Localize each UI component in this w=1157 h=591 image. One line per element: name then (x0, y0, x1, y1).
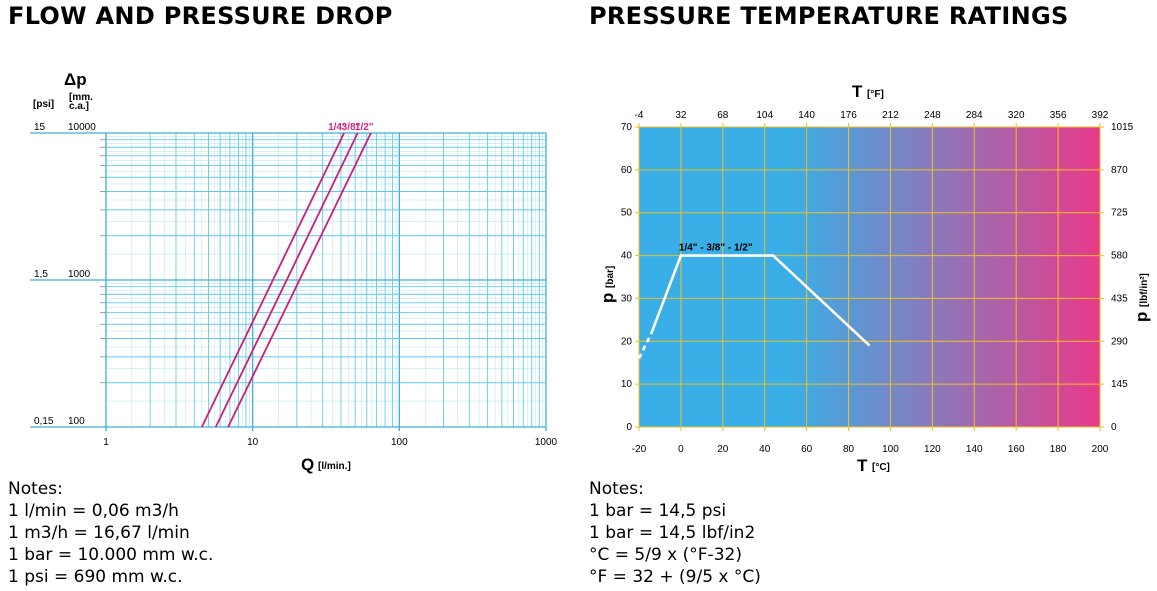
pt-series-line: 1/4" - 3/8" - 1/2" (637, 243, 871, 359)
pt-x-tick-label: 60 (801, 444, 813, 455)
flow-xlabel: Q (301, 455, 314, 474)
pt-series-line (650, 254, 871, 347)
flow-y-tick-psi-label: 1,5 (34, 269, 48, 280)
pt-x-tick-label: 100 (882, 444, 899, 455)
pt-x-tick-label: 80 (843, 444, 855, 455)
pt-grid (635, 123, 1104, 431)
pt-y-tick-label: 70 (621, 122, 633, 133)
flow-y-tick-mm-label: 10000 (68, 122, 96, 133)
pt-y2-tick-label: 580 (1111, 251, 1128, 262)
pressure-temperature-chart: 1/4" - 3/8" - 1/2" -20 0 20 40 60 80 100 120 140… (598, 82, 1151, 475)
pt-x-tick-label: 180 (1050, 444, 1067, 455)
flow-y-tick-psi-label: 0,15 (34, 416, 54, 427)
pt-y2-tick-label: 1015 (1111, 122, 1134, 133)
pt-tick-labels: -20 0 20 40 60 80 100 120 140 160 180 200-4 32 68 104 1… (621, 110, 1134, 455)
pt-x2-tick-label: 320 (1008, 110, 1025, 121)
pt-x-tick-label: 200 (1092, 444, 1109, 455)
pt-chart-title: PRESSURE TEMPERATURE RATINGS (589, 2, 1069, 30)
pt-x2-tick-label: 140 (798, 110, 815, 121)
pt-xlabel: T (857, 456, 868, 475)
flow-note: 1 l/min = 0,06 m3/h (8, 501, 179, 521)
flow-x-tick-label: 1000 (535, 437, 558, 448)
pt-x2-tick-label: -4 (635, 110, 644, 121)
flow-y-tick-mm-label: 100 (68, 416, 85, 427)
pt-x2-tick-label: 176 (840, 110, 857, 121)
pt-y-tick-label: 10 (621, 379, 633, 390)
flow-ylabel-mm-unit-2: c.a.] (69, 101, 89, 112)
flow-chart-title: FLOW AND PRESSURE DROP (8, 2, 393, 30)
flow-series-line-1 (214, 132, 359, 428)
pt-note: °C = 5/9 x (°F-32) (589, 545, 742, 565)
flow-ylabel-mm-unit-1: [mm. (69, 92, 93, 103)
pt-notes: Notes: 1 bar = 14,5 psi 1 bar = 14,5 lbf… (589, 478, 761, 588)
flow-x-tick-label: 100 (391, 437, 408, 448)
flow-xlabel-unit: [l/min.] (318, 461, 351, 472)
pt-x2-tick-label: 248 (924, 110, 941, 121)
pt-gradient-background (639, 127, 1100, 427)
pt-x2label: T (852, 82, 863, 101)
flow-ylabel-psi-unit: [psi] (33, 99, 54, 110)
pt-x2-tick-label: 104 (756, 110, 773, 121)
pt-x2label-unit: [°F] (867, 89, 884, 100)
pt-y2-tick-label: 290 (1111, 336, 1128, 347)
pt-x-tick-label: 160 (1008, 444, 1025, 455)
flow-y-tick-mm-label: 1000 (68, 269, 91, 280)
pt-x-tick-label: 140 (966, 444, 983, 455)
pt-note: 1 bar = 14,5 psi (589, 501, 727, 521)
pt-y2-tick-label: 0 (1111, 422, 1117, 433)
pt-x-tick-label: 120 (924, 444, 941, 455)
flow-series-line-2 (227, 132, 372, 428)
pt-note: °F = 32 + (9/5 x °C) (589, 567, 761, 587)
pt-y-tick-label: 40 (621, 251, 633, 262)
flow-note: 1 bar = 10.000 mm w.c. (8, 545, 214, 565)
pt-y-tick-label: 0 (626, 422, 632, 433)
pt-y-tick-label: 20 (621, 336, 633, 347)
pt-y2-tick-label: 145 (1111, 379, 1128, 390)
pt-x2-tick-label: 392 (1092, 110, 1109, 121)
pt-y2label-unit: [lbf/in²] (1139, 273, 1150, 307)
flow-series-label-1: 3/8" (342, 122, 361, 133)
pt-ylabel-unit: [bar] (605, 266, 616, 288)
pt-y2label: p (1132, 312, 1151, 322)
pt-x2-tick-label: 356 (1050, 110, 1067, 121)
pt-notes-heading: Notes: (589, 479, 644, 499)
pt-y2-tick-label: 870 (1111, 165, 1128, 176)
pt-x2-tick-label: 68 (717, 110, 729, 121)
pt-y2-tick-label: 725 (1111, 208, 1128, 219)
flow-notes: Notes: 1 l/min = 0,06 m3/h 1 m3/h = 16,6… (8, 478, 213, 588)
flow-tick-labels: 1 10 100 1000 100 1000 10000 0,15 1,5 15 (34, 122, 558, 448)
flow-series-line-0 (200, 132, 345, 428)
flow-series-label-2: 1/2" (355, 122, 374, 133)
pt-x-tick-label: 40 (759, 444, 771, 455)
pt-y-tick-label: 50 (621, 208, 633, 219)
pt-note: 1 bar = 14,5 lbf/in2 (589, 523, 756, 543)
pt-xlabel-unit: [°C] (872, 462, 890, 473)
pt-x2-tick-label: 32 (675, 110, 687, 121)
pt-x-tick-label: -20 (632, 444, 647, 455)
flow-notes-heading: Notes: (8, 479, 63, 499)
flow-ylabel: Δp (64, 70, 87, 89)
pt-y-tick-label: 30 (621, 293, 633, 304)
pt-x2-tick-label: 212 (882, 110, 899, 121)
pt-x-tick-label: 20 (717, 444, 729, 455)
flow-y-tick-psi-label: 15 (34, 122, 46, 133)
flow-note: 1 psi = 690 mm w.c. (8, 567, 183, 587)
flow-series-label-0: 1/4" (328, 122, 347, 133)
pt-y-tick-label: 60 (621, 165, 633, 176)
flow-series-lines: 1/4"3/8"1/2" (200, 122, 374, 428)
flow-x-tick-label: 1 (103, 437, 109, 448)
pt-y2-tick-label: 435 (1111, 293, 1128, 304)
pt-series-line-dashed (637, 332, 653, 359)
flow-grid (30, 132, 547, 431)
flow-x-tick-label: 10 (247, 437, 259, 448)
pt-ylabel: p (598, 293, 617, 303)
pt-x2-tick-label: 284 (966, 110, 983, 121)
flow-note: 1 m3/h = 16,67 l/min (8, 523, 190, 543)
pt-series-label: 1/4" - 3/8" - 1/2" (679, 243, 753, 254)
pt-x-tick-label: 0 (678, 444, 684, 455)
flow-pressure-chart: 1/4"3/8"1/2" 1 10 100 10001001000100000,151… (30, 70, 558, 474)
